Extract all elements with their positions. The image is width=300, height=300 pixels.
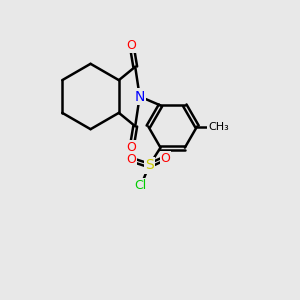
Text: CH₃: CH₃ bbox=[208, 122, 229, 131]
Text: O: O bbox=[160, 152, 170, 164]
Text: O: O bbox=[127, 39, 136, 52]
Text: O: O bbox=[127, 141, 136, 154]
Text: Cl: Cl bbox=[135, 179, 147, 192]
Text: S: S bbox=[145, 158, 154, 172]
Text: O: O bbox=[126, 153, 136, 166]
Text: N: N bbox=[134, 89, 145, 103]
